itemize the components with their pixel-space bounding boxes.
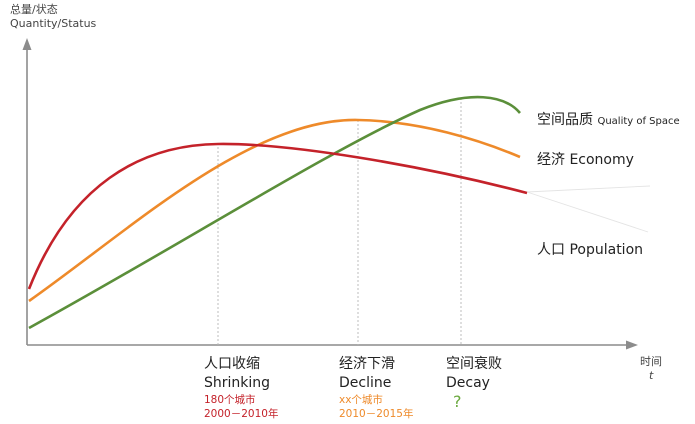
projection-line-lower xyxy=(526,191,649,233)
stage-decline-note-years: 2010－2015年 xyxy=(339,408,414,420)
stage-decay-question: ? xyxy=(453,392,462,411)
x-axis-label-en: t xyxy=(649,369,654,382)
stage-decline-note-cities: xx个城市 xyxy=(339,394,383,406)
population-label-en: Population xyxy=(569,242,644,258)
stage-decline-cn: 经济下滑 xyxy=(339,356,395,372)
stage-shrinking-cn: 人口收缩 xyxy=(204,356,260,372)
stage-decline-en: Decline xyxy=(339,375,392,391)
quality-label: 空间品质 Quality of Space xyxy=(537,112,680,128)
economy-curve xyxy=(28,118,521,303)
projection-line-upper xyxy=(526,185,651,193)
quality-label-en: Quality of Space xyxy=(597,116,680,127)
quality-label-cn: 空间品质 xyxy=(537,112,593,128)
y-axis-label-cn: 总量/状态 xyxy=(10,3,58,16)
stage-shrinking-en: Shrinking xyxy=(204,375,271,391)
stage-shrinking-note-years: 2000－2010年 xyxy=(204,408,279,420)
economy-label-cn: 经济 xyxy=(537,152,565,168)
economy-label: 经济 Economy xyxy=(537,152,634,168)
stage-shrinking-note-cities: 180个城市 xyxy=(204,394,256,406)
y-axis-label-en: Quantity/Status xyxy=(10,17,97,30)
quality-curve xyxy=(28,95,521,330)
y-axis-arrow xyxy=(22,38,32,50)
x-axis-arrow xyxy=(626,340,638,350)
population-label: 人口 Population xyxy=(537,242,643,258)
population-curve xyxy=(27,142,528,290)
economy-label-en: Economy xyxy=(569,152,634,168)
stage-decay-en: Decay xyxy=(446,375,490,391)
population-label-cn: 人口 xyxy=(537,242,565,258)
x-axis-label-cn: 时间 xyxy=(640,355,662,368)
stage-decay-cn: 空间衰败 xyxy=(446,356,502,372)
